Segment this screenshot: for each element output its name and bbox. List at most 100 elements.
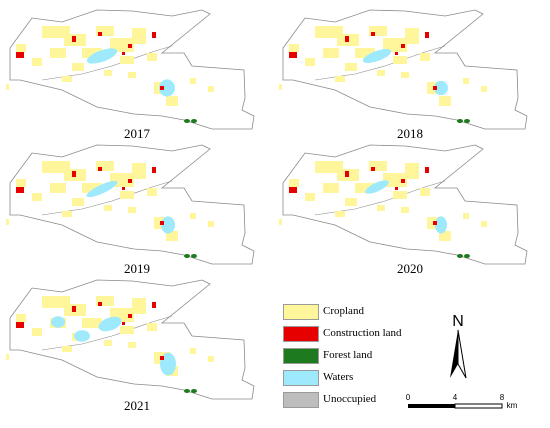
construction-patch-2020-6 — [433, 221, 437, 225]
cropland-patch-2021-8 — [147, 323, 157, 331]
construction-patch-2019-2 — [98, 167, 102, 171]
map-panel-2017: 2017 — [2, 8, 272, 148]
construction-patch-2018-6 — [433, 86, 437, 90]
cropland-patch-2019-2 — [96, 161, 114, 171]
construction-patch-2018-5 — [395, 52, 398, 55]
forest-patch-2017-0 — [184, 119, 190, 123]
legend-label-waters: Waters — [323, 371, 354, 383]
construction-patch-2021-1 — [72, 306, 76, 312]
cropland-patch-2020-5 — [323, 183, 339, 193]
cropland-patch-2017-3 — [110, 38, 134, 52]
construction-patch-2020-3 — [401, 179, 405, 183]
waters-patch-2017-0 — [86, 48, 118, 64]
construction-patch-2017-6 — [160, 86, 164, 90]
legend-label-forest-land: Forest land — [323, 349, 373, 361]
cropland-patch-2017-7 — [16, 44, 26, 52]
cropland-patch-2021-17 — [208, 356, 214, 362]
cropland-patch-2018-17 — [481, 86, 487, 92]
legend-item-unoccupied: Unoccupied — [283, 390, 423, 410]
cropland-patch-2017-17 — [208, 86, 214, 92]
cropland-patch-2018-14 — [335, 76, 345, 82]
legend-label-construction-land: Construction land — [323, 327, 402, 339]
map-2020 — [279, 144, 528, 265]
scale-tick-8: 8 — [500, 393, 505, 402]
construction-patch-2021-4 — [152, 302, 156, 308]
cropland-patch-2017-4 — [132, 28, 146, 44]
waters-patch-2018-0 — [362, 49, 392, 63]
cropland-patch-2018-18 — [401, 72, 409, 78]
construction-patch-2018-3 — [401, 44, 405, 48]
cropland-patch-2020-3 — [383, 173, 407, 187]
legend-item-waters: Waters — [283, 368, 423, 388]
scale-bar: 0 4 8 km — [404, 390, 524, 420]
waters-patch-2020-1 — [435, 216, 447, 234]
waters-patch-2021-0 — [51, 316, 65, 328]
cropland-patch-2020-11 — [345, 198, 357, 206]
cropland-patch-2019-10 — [32, 193, 42, 201]
map-2019 — [6, 144, 255, 265]
cropland-patch-2018-13 — [439, 96, 451, 106]
cropland-patch-2019-13 — [166, 231, 178, 241]
cropland-edge-2019 — [6, 219, 9, 225]
forest-patch-2019-1 — [191, 254, 197, 258]
waters-patch-2019-0 — [86, 180, 118, 198]
construction-patch-2020-0 — [289, 187, 297, 193]
cropland-patch-2020-10 — [305, 193, 315, 201]
waters-patch-2017-1 — [159, 79, 175, 97]
cropland-patch-2018-2 — [369, 26, 387, 36]
north-label: N — [452, 313, 464, 330]
construction-patch-2021-2 — [98, 302, 102, 306]
scale-segment-black — [408, 404, 455, 408]
legend-swatch-cropland — [283, 304, 319, 320]
map-2018 — [279, 9, 528, 130]
forest-patch-2021-1 — [191, 389, 197, 393]
cropland-patch-2020-14 — [335, 211, 345, 217]
construction-patch-2021-3 — [128, 314, 132, 318]
scale-segment-white — [454, 403, 503, 409]
cropland-patch-2020-6 — [355, 183, 375, 193]
year-label-2017: 2017 — [124, 126, 150, 141]
cropland-patch-2021-2 — [96, 296, 114, 306]
forest-patch-2017-1 — [191, 119, 197, 123]
year-label-2020: 2020 — [397, 261, 423, 276]
map-2017 — [6, 9, 255, 130]
scale-tick-0: 0 — [406, 393, 411, 402]
legend-swatch-waters — [283, 370, 319, 386]
construction-patch-2017-3 — [128, 44, 132, 48]
construction-patch-2019-3 — [128, 179, 132, 183]
cropland-patch-2020-2 — [369, 161, 387, 171]
construction-patch-2017-0 — [16, 52, 24, 58]
cropland-patch-2018-5 — [323, 48, 339, 58]
cropland-patch-2017-0 — [42, 26, 70, 38]
year-label-2018: 2018 — [397, 126, 423, 141]
map-panel-2020: 2020 — [275, 143, 545, 283]
forest-patch-2019-0 — [184, 254, 190, 258]
forest-patch-2020-1 — [464, 254, 470, 258]
cropland-patch-2020-8 — [420, 188, 430, 196]
construction-patch-2019-6 — [160, 221, 164, 225]
cropland-patch-2018-3 — [383, 38, 407, 52]
cropland-patch-2019-6 — [82, 183, 102, 193]
waters-patch-2018-1 — [434, 80, 448, 96]
cropland-patch-2021-7 — [16, 314, 26, 322]
construction-patch-2020-5 — [395, 187, 398, 190]
cropland-edge-2020 — [279, 219, 282, 225]
cropland-patch-2019-16 — [190, 213, 196, 219]
cropland-patch-2017-8 — [147, 53, 157, 61]
construction-patch-2021-6 — [160, 356, 164, 360]
legend-item-forest-land: Forest land — [283, 346, 423, 366]
north-arrow-icon: N — [450, 313, 467, 379]
construction-patch-2019-1 — [72, 171, 76, 177]
cropland-patch-2020-17 — [481, 221, 487, 227]
waters-patch-2021-1 — [98, 316, 122, 332]
construction-patch-2017-4 — [152, 32, 156, 38]
cropland-patch-2019-18 — [128, 207, 136, 213]
construction-patch-2017-2 — [98, 32, 102, 36]
cropland-patch-2020-16 — [463, 213, 469, 219]
cropland-patch-2017-6 — [82, 48, 102, 58]
cropland-patch-2017-9 — [120, 56, 134, 64]
waters-patch-2020-0 — [365, 180, 389, 194]
cropland-patch-2019-5 — [50, 183, 66, 193]
construction-patch-2018-4 — [425, 32, 429, 38]
